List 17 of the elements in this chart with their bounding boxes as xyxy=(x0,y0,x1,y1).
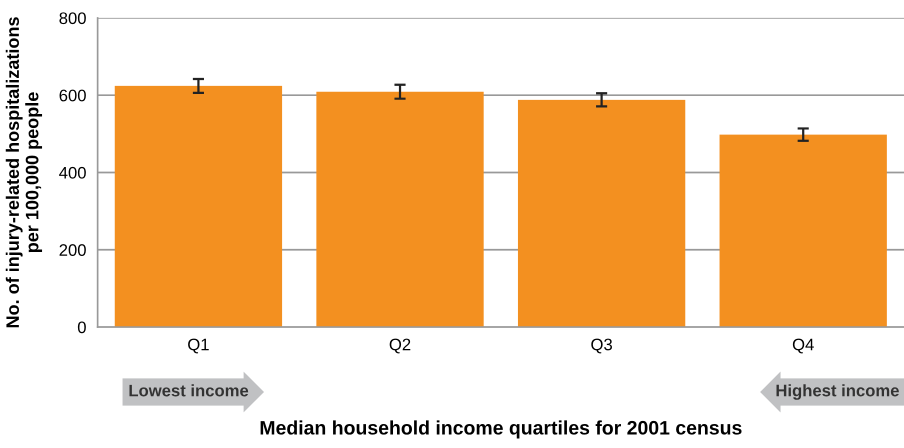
x-tick-label: Q3 xyxy=(591,338,612,354)
x-tick-label: Q1 xyxy=(188,338,209,354)
bar xyxy=(316,92,484,328)
y-axis-title: No. of injury-related hospitalizations per 100,000 people xyxy=(6,17,42,328)
text: Lowest income xyxy=(129,384,248,396)
y-tick-label: 0 xyxy=(78,321,86,334)
y-tick-label: 400 xyxy=(59,166,86,179)
y-tick-label: 600 xyxy=(60,90,86,102)
bar xyxy=(114,86,282,328)
x-axis-title: Median household income quartiles for 2001 census xyxy=(260,420,742,438)
x-tick-label: Q2 xyxy=(390,338,410,354)
x-tick-label: Q4 xyxy=(792,338,814,354)
y-tick-label: 200 xyxy=(60,244,86,256)
y-tick-label: 800 xyxy=(59,12,86,24)
bar xyxy=(720,134,887,328)
text: Highest income xyxy=(776,384,899,400)
bar xyxy=(518,100,686,328)
